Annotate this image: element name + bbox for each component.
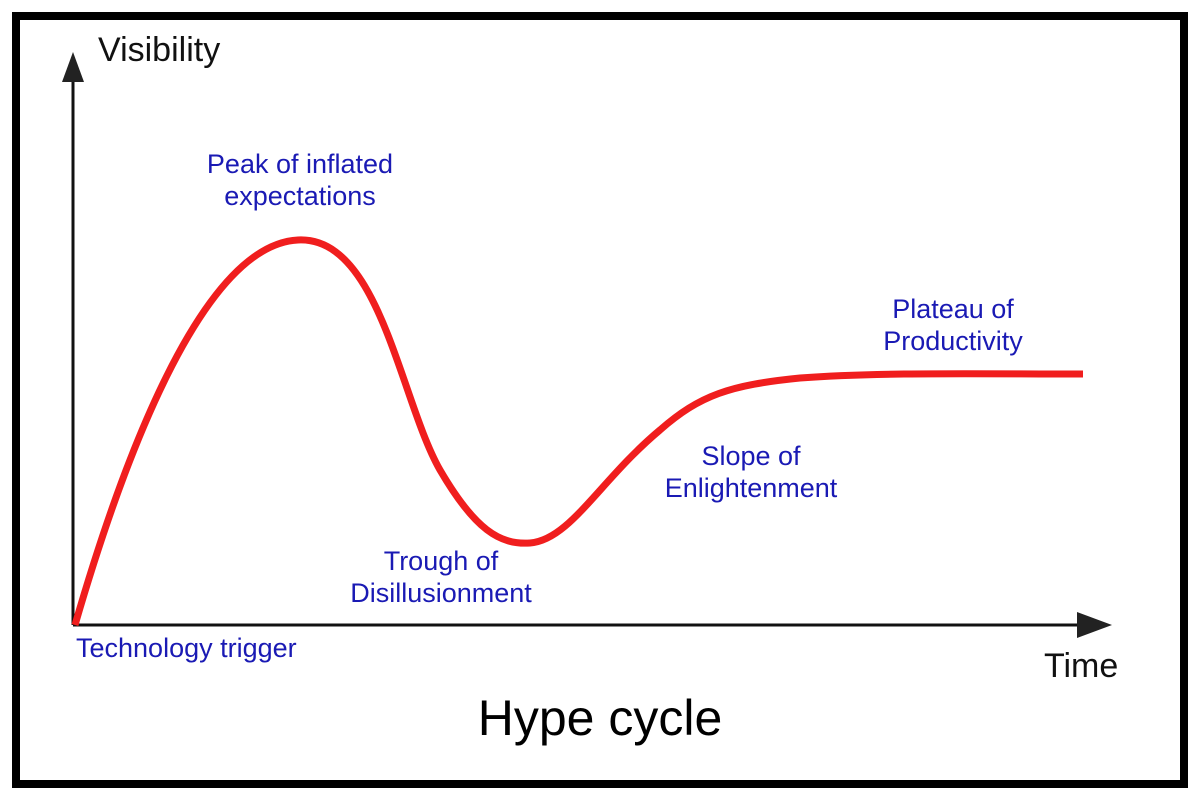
stage-label-line: Slope of [701,441,801,471]
stage-label-line: Technology trigger [76,633,297,663]
stage-label-trough: Trough of Disillusionment [331,545,551,610]
stage-label-plateau: Plateau of Productivity [862,293,1044,358]
y-axis-label: Visibility [98,31,221,69]
stage-label-peak: Peak of inflated expectations [190,148,410,213]
outer-frame [12,12,1188,788]
diagram-title: Hype cycle [477,690,723,746]
y-axis-arrow-icon [62,52,84,82]
stage-label-technology-trigger: Technology trigger [76,632,297,664]
stage-label-line: Plateau of [892,294,1014,324]
stage-label-line: Peak of inflated [206,149,394,179]
stage-label-line: Productivity [883,326,1023,357]
x-axis-label: Time [1044,647,1119,685]
stage-label-line: Trough of [383,546,499,576]
stage-label-line: expectations [224,181,376,212]
x-axis-arrow-icon [1077,612,1112,638]
hype-curve [71,236,1084,626]
stage-label-line: Disillusionment [350,578,532,609]
stage-label-line: Enlightenment [664,473,838,504]
stage-label-slope: Slope of Enlightenment [645,440,857,505]
